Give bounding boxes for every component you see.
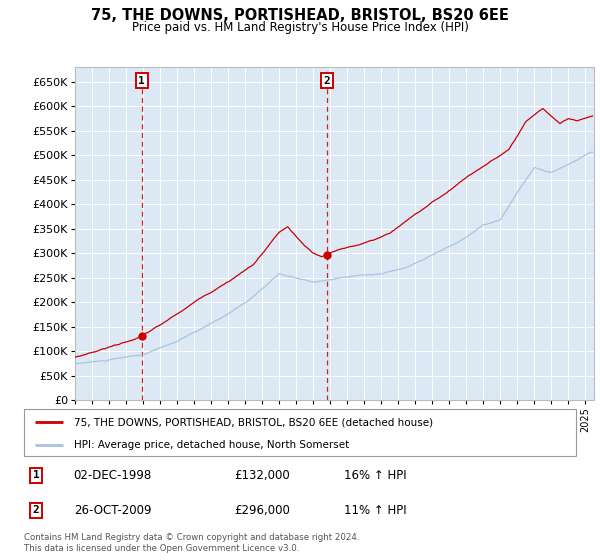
Text: 75, THE DOWNS, PORTISHEAD, BRISTOL, BS20 6EE (detached house): 75, THE DOWNS, PORTISHEAD, BRISTOL, BS20… [74, 417, 433, 427]
Text: Price paid vs. HM Land Registry's House Price Index (HPI): Price paid vs. HM Land Registry's House … [131, 21, 469, 34]
Text: 2: 2 [324, 76, 331, 86]
Text: 02-DEC-1998: 02-DEC-1998 [74, 469, 152, 482]
Text: 2: 2 [33, 505, 40, 515]
Text: £132,000: £132,000 [234, 469, 290, 482]
Text: 26-OCT-2009: 26-OCT-2009 [74, 504, 151, 517]
Text: 16% ↑ HPI: 16% ↑ HPI [344, 469, 407, 482]
Text: 75, THE DOWNS, PORTISHEAD, BRISTOL, BS20 6EE: 75, THE DOWNS, PORTISHEAD, BRISTOL, BS20… [91, 8, 509, 24]
Text: HPI: Average price, detached house, North Somerset: HPI: Average price, detached house, Nort… [74, 440, 349, 450]
Text: 1: 1 [33, 470, 40, 480]
Text: Contains HM Land Registry data © Crown copyright and database right 2024.
This d: Contains HM Land Registry data © Crown c… [24, 533, 359, 553]
Text: £296,000: £296,000 [234, 504, 290, 517]
Text: 1: 1 [139, 76, 145, 86]
Text: 11% ↑ HPI: 11% ↑ HPI [344, 504, 407, 517]
